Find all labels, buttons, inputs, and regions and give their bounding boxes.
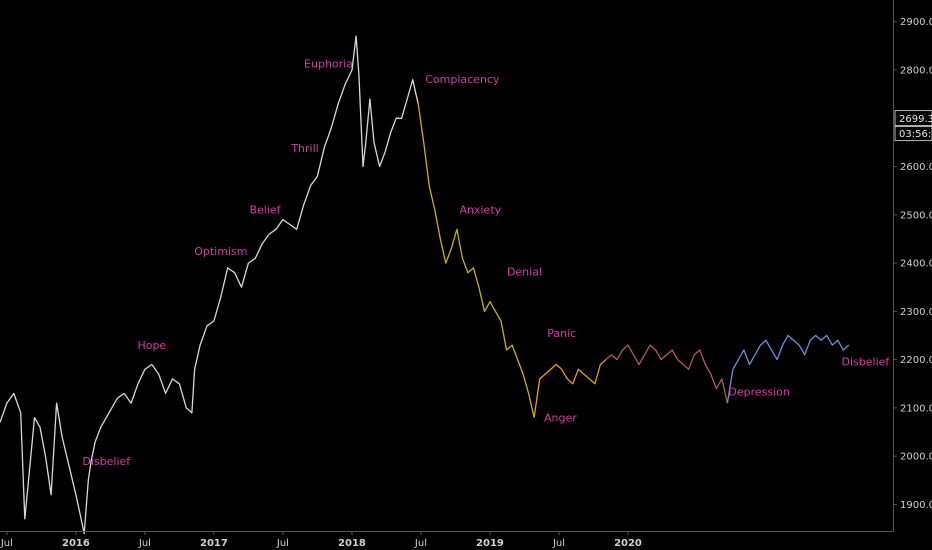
x-tick-label: Jul bbox=[0, 538, 13, 549]
phase-annotation: Euphoria bbox=[304, 58, 353, 71]
series-line-2 bbox=[417, 103, 535, 418]
y-tick-label: 2000.00 bbox=[900, 452, 932, 463]
series-line-5 bbox=[726, 334, 850, 404]
phase-annotation: Anxiety bbox=[459, 203, 501, 216]
x-tick-label: Jul bbox=[414, 538, 427, 549]
price-badge: 2699.38 03:56:21 bbox=[894, 110, 932, 142]
last-price-box bbox=[894, 110, 932, 127]
time-axis[interactable]: Jul 2016 Jul 2017 Jul 2018 Jul 2019 Jul 2020 bbox=[0, 531, 642, 549]
phase-annotation: Thrill bbox=[290, 142, 318, 155]
countdown-label: 03:56:21 bbox=[899, 129, 932, 140]
phase-annotation: Anger bbox=[544, 411, 577, 424]
series-line-1 bbox=[0, 35, 419, 535]
phase-annotation: Denial bbox=[507, 266, 542, 279]
x-tick-label: Jul bbox=[138, 538, 151, 549]
series-layer bbox=[0, 35, 850, 535]
y-tick-label: 2300.00 bbox=[900, 307, 932, 318]
y-tick-label: 2600.00 bbox=[900, 162, 932, 173]
y-tick-label: 2200.00 bbox=[900, 355, 932, 366]
phase-annotation: Hope bbox=[137, 339, 166, 352]
phase-annotation: Belief bbox=[249, 203, 281, 216]
y-tick-label: 2900.00 bbox=[900, 17, 932, 28]
y-tick-label: 2100.00 bbox=[900, 403, 932, 414]
x-tick-label: 2019 bbox=[476, 538, 504, 549]
phase-annotation: Panic bbox=[547, 327, 576, 340]
x-tick-label: 2018 bbox=[338, 538, 366, 549]
phase-annotation: Complacency bbox=[425, 73, 500, 86]
x-tick-label: 2016 bbox=[62, 538, 90, 549]
y-tick-label: 1900.00 bbox=[900, 500, 932, 511]
y-tick-label: 2500.00 bbox=[900, 210, 932, 221]
x-tick-label: 2017 bbox=[200, 538, 228, 549]
series-line-3 bbox=[533, 359, 607, 418]
last-price-label: 2699.38 bbox=[899, 114, 932, 125]
x-tick-label: 2020 bbox=[614, 538, 642, 549]
annotation-layer: Disbelief Hope Optimism Belief Thrill Euphori… bbox=[82, 58, 890, 468]
phase-annotation: Disbelief bbox=[82, 455, 131, 468]
x-tick-label: Jul bbox=[552, 538, 565, 549]
y-tick-label: 2800.00 bbox=[900, 65, 932, 76]
phase-annotation: Optimism bbox=[194, 245, 247, 258]
x-tick-label: Jul bbox=[276, 538, 289, 549]
countdown-box bbox=[894, 126, 932, 142]
y-tick-label: 2400.00 bbox=[900, 259, 932, 270]
series-line-4 bbox=[605, 344, 729, 404]
phase-annotation: Disbelief bbox=[842, 355, 891, 368]
price-axis[interactable]: 1900.00 2000.00 2100.00 2200.00 2300.00 2400.… bbox=[893, 17, 932, 511]
phase-annotation: Depression bbox=[728, 385, 790, 398]
